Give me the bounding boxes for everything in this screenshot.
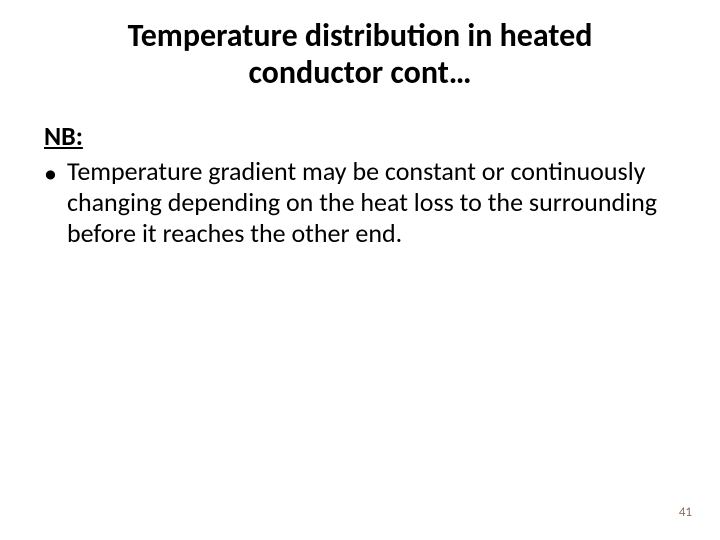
bullet-text: Temperature gradient may be constant or … <box>67 156 680 250</box>
bullet-marker: • <box>44 158 57 189</box>
bullet-item: • Temperature gradient may be constant o… <box>44 156 680 250</box>
page-number: 41 <box>679 505 692 520</box>
slide-title: Temperature distribution in heated condu… <box>40 18 680 92</box>
slide-container: Temperature distribution in heated condu… <box>0 0 720 540</box>
nb-label: NB: <box>44 120 680 152</box>
